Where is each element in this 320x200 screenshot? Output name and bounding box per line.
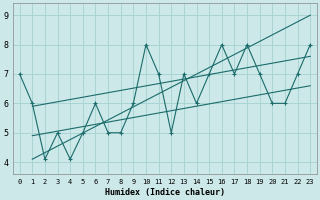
X-axis label: Humidex (Indice chaleur): Humidex (Indice chaleur): [105, 188, 225, 197]
